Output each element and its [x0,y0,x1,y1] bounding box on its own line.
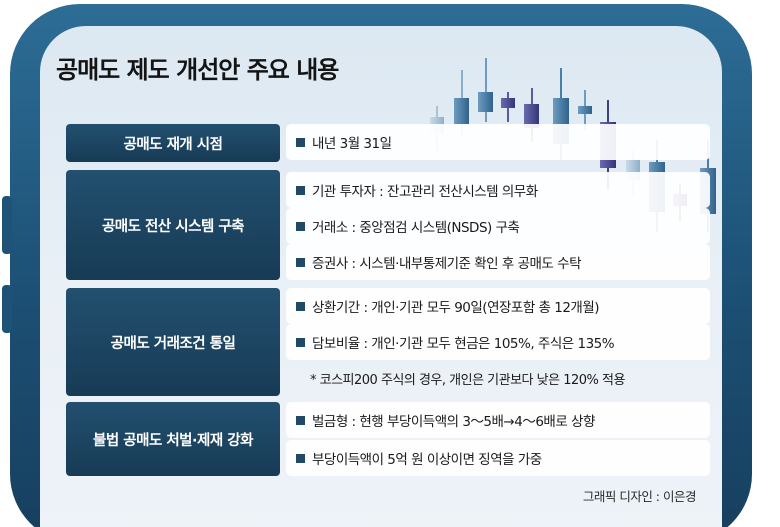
square-bullet-icon [296,185,305,195]
square-bullet-icon [296,257,305,267]
list-item: 기관 투자자 : 잔고관리 전산시스템 의무화 [286,172,710,208]
item-text: 거래소 : 중앙점검 시스템(NSDS) 구축 [312,220,520,236]
item-text: 담보비율 : 개인·기관 모두 현금은 105%, 주식은 135% [312,336,615,352]
graphic-credit: 그래픽 디자인 : 이은경 [582,489,697,504]
item-text: 부당이득액이 5억 원 이상이면 징역을 가중 [312,452,542,468]
list-item: 벌금형 : 현행 부당이득액의 3～5배→4～6배로 상향 [286,402,710,438]
list-item: 상환기간 : 개인·기관 모두 90일(연장포함 총 12개월) [286,288,710,324]
list-item: 부당이득액이 5억 원 이상이면 징역을 가중 [286,440,710,476]
phone-side-button [2,196,12,254]
list-item: 증권사 : 시스템·내부통제기준 확인 후 공매도 수탁 [286,244,710,280]
item-text: 기관 투자자 : 잔고관리 전산시스템 의무화 [312,184,538,200]
phone-side-button [2,285,12,333]
section-label: 불법 공매도 처벌·제재 강화 [66,402,280,476]
section-penalty: 불법 공매도 처벌·제재 강화 벌금형 : 현행 부당이득액의 3～5배→4～6… [66,402,710,476]
section-label: 공매도 재개 시점 [66,124,280,162]
item-text: * 코스피200 주식의 경우, 개인은 기관보다 낮은 120% 적용 [310,372,625,388]
footnote: * 코스피200 주식의 경우, 개인은 기관보다 낮은 120% 적용 [286,360,710,396]
square-bullet-icon [296,415,305,425]
item-text: 벌금형 : 현행 부당이득액의 3～5배→4～6배로 상향 [312,414,595,430]
section-resume-date: 공매도 재개 시점 내년 3월 31일 [66,124,710,162]
section-label: 공매도 전산 시스템 구축 [66,170,280,280]
item-text: 내년 3월 31일 [312,136,392,152]
square-bullet-icon [296,301,305,311]
item-text: 상환기간 : 개인·기관 모두 90일(연장포함 총 12개월) [312,300,600,316]
section-conditions: 공매도 거래조건 통일 상환기간 : 개인·기관 모두 90일(연장포함 총 1… [66,288,710,396]
list-item: 거래소 : 중앙점검 시스템(NSDS) 구축 [286,208,710,244]
item-text: 증권사 : 시스템·내부통제기준 확인 후 공매도 수탁 [312,256,582,272]
square-bullet-icon [296,137,305,147]
section-system: 공매도 전산 시스템 구축 기관 투자자 : 잔고관리 전산시스템 의무화 거래… [66,170,710,280]
list-item: 내년 3월 31일 [286,124,710,160]
section-label: 공매도 거래조건 통일 [66,288,280,396]
square-bullet-icon [296,337,305,347]
list-item: 담보비율 : 개인·기관 모두 현금은 105%, 주식은 135% [286,324,710,360]
square-bullet-icon [296,221,305,231]
square-bullet-icon [296,453,305,463]
page-title: 공매도 제도 개선안 주요 내용 [56,56,339,84]
